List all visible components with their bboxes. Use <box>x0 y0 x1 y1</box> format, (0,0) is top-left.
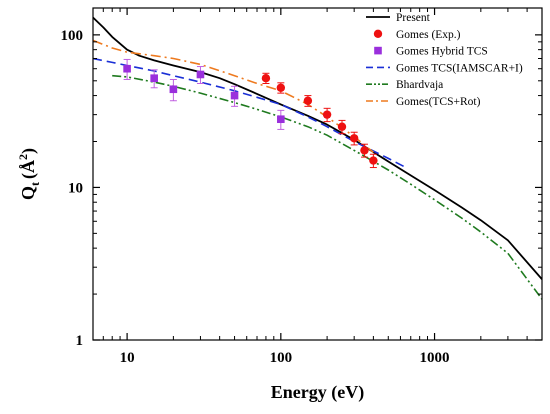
y-axis-title-sub: t <box>28 182 42 186</box>
legend-label-present: Present <box>396 12 431 24</box>
legend-label-gomes-tcs-iamscar-i: Gomes TCS(IAMSCAR+I) <box>396 62 523 74</box>
x-tick-label: 10 <box>120 350 135 366</box>
point-gomes-exp <box>349 134 359 143</box>
x-tick-label: 1000 <box>420 350 450 366</box>
plot-frame <box>92 7 543 341</box>
y-axis-title-unit: Å <box>18 160 38 173</box>
y-axis-title-close: ) <box>18 148 39 154</box>
point-gomes-hybrid-tcs <box>150 74 158 82</box>
point-gomes-hybrid-tcs <box>230 91 239 100</box>
legend-label-bhardvaja: Bhardvaja <box>396 79 443 91</box>
point-gomes-hybrid-tcs <box>196 70 205 79</box>
legend-label-gomes-tcs-rot: Gomes(TCS+Rot) <box>396 96 481 108</box>
point-gomes-exp <box>276 83 286 92</box>
data-curves <box>93 16 542 300</box>
y-tick-label: 1 <box>76 333 84 349</box>
y-axis-title-open: ( <box>18 173 39 179</box>
legend-marker-gomes-hybrid-tcs <box>374 46 382 55</box>
point-gomes-exp <box>337 122 347 131</box>
legend: Present Gomes (Exp.) Gomes Hybrid TCS Gomes… <box>366 12 523 108</box>
data-points <box>123 58 378 169</box>
point-gomes-exp <box>322 110 332 119</box>
y-axis-title-main: Q <box>18 186 38 200</box>
y-axis-title: Qt (Å2) <box>16 148 42 200</box>
point-gomes-hybrid-tcs <box>123 64 131 73</box>
x-axis-title: Energy (eV) <box>271 382 364 403</box>
axis-ticks: 10 100 1000 1 10 100 <box>61 8 542 366</box>
point-gomes-exp <box>261 73 271 83</box>
point-gomes-exp <box>360 146 369 155</box>
legend-label-gomes-hybrid-tcs: Gomes Hybrid TCS <box>396 46 488 58</box>
svg-text:Qt(Å2): Qt (Å2) <box>16 148 42 200</box>
y-axis-title-sup: 2 <box>16 154 30 160</box>
point-gomes-hybrid-tcs <box>169 85 178 94</box>
series-line-gomes-tcs-iamscar-i <box>93 57 407 169</box>
y-tick-label: 100 <box>61 28 84 44</box>
legend-marker-gomes-exp <box>373 29 383 38</box>
point-gomes-hybrid-tcs <box>277 115 285 124</box>
x-tick-label: 100 <box>270 350 293 366</box>
y-tick-label: 10 <box>68 180 83 196</box>
point-gomes-exp <box>369 156 378 165</box>
point-gomes-exp <box>303 96 313 105</box>
legend-label-gomes-exp: Gomes (Exp.) <box>396 29 461 41</box>
